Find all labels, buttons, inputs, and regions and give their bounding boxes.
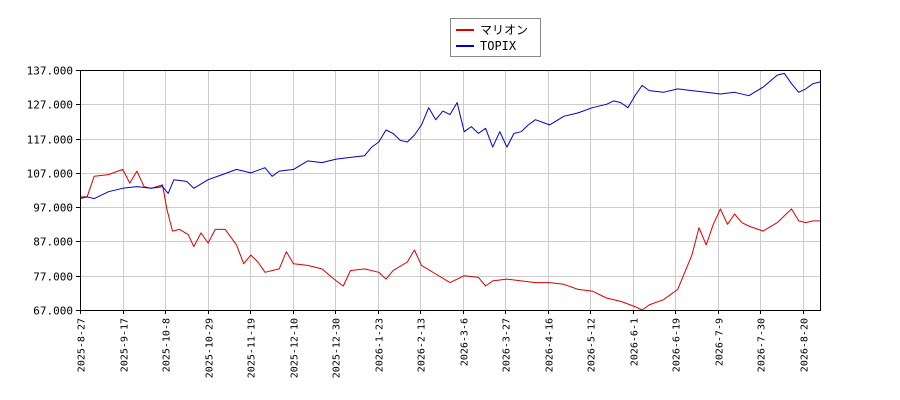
- x-tick-label: 2026-2-13: [417, 318, 428, 372]
- x-tick-label: 2026-3-6: [460, 318, 471, 366]
- legend-label: TOPIX: [480, 39, 517, 53]
- x-tick-label: 2025-12-10: [290, 318, 301, 378]
- y-tick-label: 127.000: [27, 99, 73, 112]
- grid: [80, 70, 820, 311]
- y-tick-label: 67.000: [33, 305, 73, 318]
- x-tick-label: 2025-11-19: [247, 318, 258, 378]
- series-line-marion: [80, 168, 820, 311]
- series-line-topix: [79, 72, 821, 200]
- x-tick-label: 2026-8-20: [800, 318, 811, 372]
- x-tick-label: 2025-10-29: [205, 318, 216, 378]
- x-tick-label: 2026-1-23: [375, 318, 386, 372]
- x-tick-label: 2025-12-30: [332, 318, 343, 378]
- x-tick-label: 2026-7-9: [715, 318, 726, 366]
- x-axis: 2025-8-27 2025-9-17 2025-10-8 2025-10-29 202…: [77, 310, 811, 378]
- plot-frame: [80, 70, 821, 311]
- legend-label: マリオン: [480, 23, 528, 37]
- y-tick-label: 97.000: [33, 202, 73, 215]
- y-tick-label: 137.000: [27, 65, 73, 78]
- y-tick-label: 77.000: [33, 271, 73, 284]
- y-tick-label: 117.000: [27, 134, 73, 147]
- x-tick-label: 2026-3-27: [502, 318, 513, 372]
- y-tick-label: 107.000: [27, 168, 73, 181]
- x-tick-label: 2026-6-19: [672, 318, 683, 372]
- plot-border: [80, 70, 821, 311]
- x-tick-label: 2026-5-12: [587, 318, 598, 372]
- x-tick-label: 2026-6-1: [630, 318, 641, 366]
- x-tick-label: 2025-8-27: [77, 318, 88, 372]
- series-lines: [79, 72, 821, 311]
- y-tick-label: 87.000: [33, 236, 73, 249]
- legend: マリオン TOPIX: [450, 18, 541, 57]
- x-tick-label: 2025-10-8: [162, 318, 173, 372]
- x-tick-label: 2026-4-16: [545, 318, 556, 372]
- y-axis: 67.000 77.000 87.000 97.000 107.000 117.000 12…: [27, 65, 80, 318]
- x-tick-label: 2026-7-30: [757, 318, 768, 372]
- legend-box: [450, 18, 541, 57]
- x-tick-label: 2025-9-17: [120, 318, 131, 372]
